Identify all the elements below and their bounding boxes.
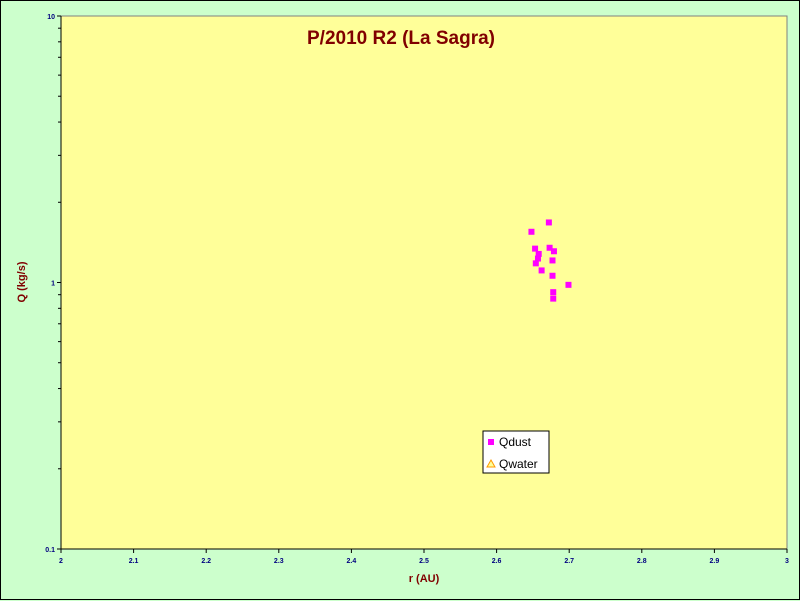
qdust-point [535,250,542,257]
x-tick-label: 2.9 [710,558,720,565]
qdust-point [532,245,539,252]
y-tick-label: 10 [47,14,55,21]
legend: Qdust Qwater [482,430,550,474]
y-axis-title: Q (kg/s) [16,261,28,302]
x-axis-ticks: 2 2.1 2.2 2.3 2.4 2.5 2.6 2.7 2.8 2.9 3 [59,549,789,565]
qdust-point [532,260,539,267]
qdust-point [550,289,557,296]
x-tick-label: 2.8 [637,558,647,565]
qdust-point [549,257,556,264]
x-tick-label: 2.3 [274,558,284,565]
qdust-point [528,228,535,235]
x-tick-label: 2.5 [419,558,429,565]
data-points [528,219,572,302]
plot-area [60,15,788,550]
qdust-point [565,281,572,288]
y-tick-label: 0.1 [45,547,55,554]
qdust-point [538,267,545,274]
x-tick-label: 2.1 [129,558,139,565]
qdust-point [550,295,557,302]
legend-qdust-marker [488,439,494,445]
qdust-point [545,219,552,226]
legend-qdust-label: Qdust [499,435,532,449]
qdust-point [534,255,541,262]
legend-qwater-marker [486,458,496,468]
y-tick-label: 1 [51,281,55,288]
x-axis-title: r (AU) [409,573,440,585]
legend-qwater-label: Qwater [499,457,538,471]
qdust-point [546,244,553,251]
x-tick-label: 2.2 [201,558,211,565]
x-tick-label: 3 [785,558,789,565]
qdust-point [549,272,556,279]
y-axis-ticks: 10 1 0.1 [45,14,61,554]
qdust-point [550,248,557,255]
x-tick-label: 2.6 [492,558,502,565]
chart-title: P/2010 R2 (La Sagra) [307,28,495,49]
x-tick-label: 2.7 [564,558,574,565]
x-tick-label: 2.4 [347,558,357,565]
x-tick-label: 2 [59,558,63,565]
